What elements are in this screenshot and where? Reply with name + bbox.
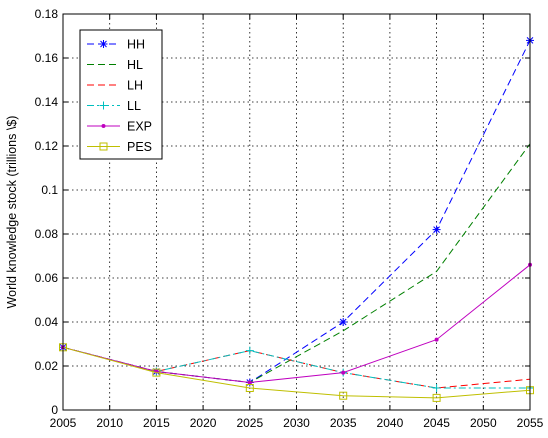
y-tick-label: 0.04	[35, 315, 59, 329]
x-tick-label: 2045	[423, 416, 450, 430]
x-tick-label: 2050	[470, 416, 497, 430]
legend-label-pes: PES	[127, 140, 152, 154]
series-line-exp	[62, 264, 531, 384]
series-layer	[59, 36, 534, 402]
legend-label-exp: EXP	[127, 120, 152, 134]
x-tick-label: 2040	[377, 416, 404, 430]
y-tick-label: 0.02	[35, 359, 59, 373]
y-tick-label: 0.14	[35, 95, 59, 109]
legend-marker-pes	[99, 142, 108, 151]
y-tick-label: 0.06	[35, 271, 59, 285]
data-point-pes	[339, 391, 348, 400]
data-point-ll	[245, 346, 254, 355]
y-tick-label: 0	[51, 403, 58, 417]
legend-marker-exp	[101, 124, 106, 128]
y-axis-label: World knowledge stock (trillions \$)	[5, 116, 19, 309]
legend-label-ll: LL	[127, 99, 141, 113]
series-line-ll	[62, 346, 530, 389]
data-point-pes	[245, 384, 254, 392]
y-tick-label: 0.1	[41, 183, 58, 197]
data-point-ll	[432, 384, 441, 392]
legend-label-lh: LH	[127, 79, 143, 93]
legend: HH HL LH LL EXP PES	[79, 29, 163, 160]
tick-layer: 2005 2010 2015 2020 2025 2030 2035 2040 2045 2050…	[35, 7, 544, 430]
data-point-hh	[432, 225, 441, 234]
data-point-exp	[341, 370, 346, 375]
x-tick-label: 2055	[517, 416, 544, 430]
series-line-hl	[62, 143, 531, 384]
data-point-hh	[339, 318, 348, 326]
x-tick-label: 2015	[143, 416, 170, 430]
x-tick-label: 2030	[283, 416, 310, 430]
x-tick-label: 2035	[330, 416, 357, 430]
series-line-lh	[62, 346, 531, 389]
x-tick-label: 2005	[50, 416, 77, 430]
y-tick-label: 0.08	[35, 227, 59, 241]
legend-box	[79, 29, 163, 160]
data-point-exp	[247, 380, 252, 385]
x-tick-label: 2025	[236, 416, 263, 430]
y-tick-label: 0.16	[35, 51, 59, 65]
data-point-exp	[434, 337, 439, 342]
y-tick-label: 0.12	[35, 139, 59, 153]
data-point-pes	[152, 368, 161, 377]
legend-label-hh: HH	[127, 38, 145, 52]
legend-marker-hh	[99, 40, 108, 48]
x-tick-label: 2010	[96, 416, 123, 430]
y-tick-label: 0.18	[35, 7, 59, 21]
x-tick-label: 2020	[190, 416, 217, 430]
data-point-pes	[432, 393, 441, 402]
legend-marker-ll	[99, 101, 108, 110]
legend-label-hl: HL	[127, 58, 143, 72]
series-line-pes	[62, 346, 531, 399]
